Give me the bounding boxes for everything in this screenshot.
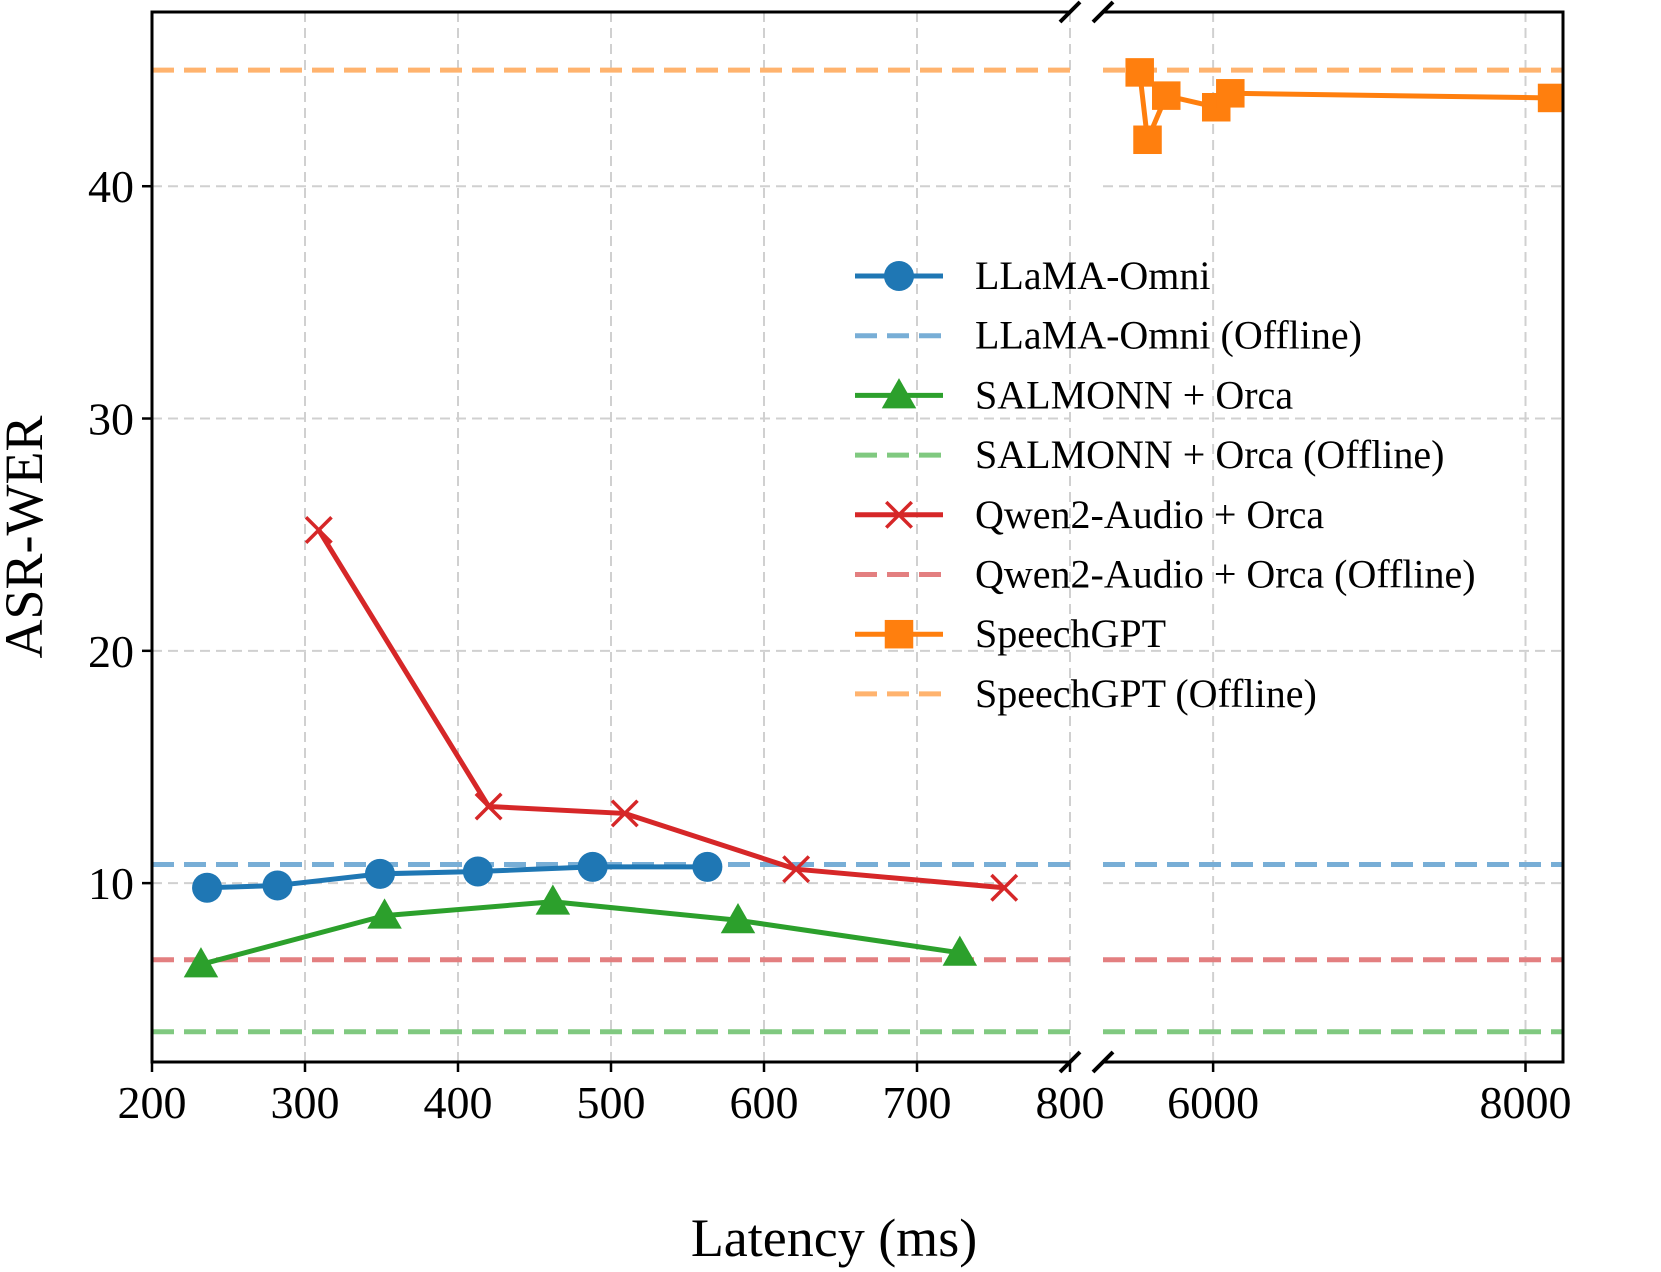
axis-break-mark bbox=[1091, 1050, 1115, 1074]
legend-label: Qwen2-Audio + Orca (Offline) bbox=[975, 552, 1476, 597]
legend-item: SpeechGPT bbox=[855, 611, 1166, 656]
x-tick-label: 200 bbox=[118, 1077, 187, 1128]
legend-item: LLaMA-Omni (Offline) bbox=[855, 313, 1362, 358]
legend-marker bbox=[881, 378, 917, 409]
right-axes-frame bbox=[1103, 10, 1565, 1064]
data-point bbox=[990, 873, 1019, 902]
y-tick-label: 40 bbox=[88, 161, 134, 212]
x-tick-label: 500 bbox=[577, 1077, 646, 1128]
x-tick-label: 600 bbox=[730, 1077, 799, 1128]
y-axis-label: ASR-WER bbox=[0, 416, 54, 659]
x-tick-label: 700 bbox=[883, 1077, 952, 1128]
legend-marker bbox=[885, 500, 913, 529]
legend-marker bbox=[884, 261, 914, 291]
x-tick-label: 6000 bbox=[1167, 1077, 1259, 1128]
legend-marker bbox=[884, 619, 914, 649]
legend-label: SALMONN + Orca bbox=[975, 372, 1293, 417]
data-point bbox=[367, 898, 402, 929]
y-tick-label: 20 bbox=[88, 626, 134, 677]
legend-item: SALMONN + Orca (Offline) bbox=[855, 432, 1445, 477]
x-tick-label: 400 bbox=[424, 1077, 493, 1128]
data-point bbox=[183, 947, 219, 978]
legend-item: Qwen2-Audio + Orca (Offline) bbox=[855, 552, 1476, 597]
legend-item: Qwen2-Audio + Orca bbox=[855, 492, 1324, 537]
legend: LLaMA-Omni LLaMA-Omni (Offline) SALMONN + … bbox=[855, 253, 1476, 716]
data-point bbox=[1133, 125, 1162, 155]
legend-label: LLaMA-Omni bbox=[975, 253, 1211, 298]
data-point bbox=[262, 870, 293, 901]
tick-labels: 200 300 400 500 600 700 800 6000 8000 10 20 30 40 bbox=[88, 161, 1572, 1128]
x-tick-label: 8000 bbox=[1480, 1077, 1572, 1128]
data-point bbox=[535, 884, 571, 915]
data-point bbox=[192, 872, 223, 903]
x-tick-label: 300 bbox=[271, 1077, 340, 1128]
x-tick-label: 800 bbox=[1036, 1077, 1105, 1128]
data-point bbox=[1152, 81, 1181, 110]
legend-item: SALMONN + Orca bbox=[855, 372, 1293, 417]
legend-label: SALMONN + Orca (Offline) bbox=[975, 432, 1445, 477]
data-point bbox=[720, 903, 756, 934]
series-salmonn-orca bbox=[183, 884, 978, 978]
data-point bbox=[692, 851, 723, 882]
offline-reference-lines bbox=[152, 67, 1563, 1035]
legend-item: SpeechGPT (Offline) bbox=[855, 671, 1317, 716]
data-point bbox=[1125, 58, 1154, 87]
series-qwen2-audio-orca bbox=[304, 516, 1019, 902]
legend-label: SpeechGPT bbox=[975, 611, 1166, 656]
legend-label: SpeechGPT (Offline) bbox=[975, 671, 1317, 716]
axes bbox=[142, 0, 1565, 1074]
data-point bbox=[610, 799, 639, 828]
series-llama-omni bbox=[192, 851, 723, 903]
legend-label: Qwen2-Audio + Orca bbox=[975, 492, 1324, 537]
y-tick-label: 10 bbox=[88, 858, 134, 909]
left-axes-frame bbox=[150, 10, 1070, 1064]
legend-item: LLaMA-Omni bbox=[855, 253, 1211, 298]
legend-label: LLaMA-Omni (Offline) bbox=[975, 313, 1362, 358]
data-point bbox=[474, 792, 503, 821]
data-point bbox=[782, 855, 811, 884]
data-point bbox=[304, 516, 333, 545]
axis-break-mark bbox=[1058, 1050, 1082, 1074]
axis-break-mark bbox=[1091, 0, 1115, 24]
data-point bbox=[462, 856, 493, 887]
series-speechgpt bbox=[1125, 58, 1563, 155]
data-point bbox=[1216, 79, 1245, 108]
x-axis-label: Latency (ms) bbox=[691, 1208, 977, 1268]
data-point bbox=[577, 851, 608, 882]
y-tick-label: 30 bbox=[88, 394, 134, 445]
data-point bbox=[364, 858, 395, 889]
data-series bbox=[183, 58, 1563, 978]
data-point bbox=[942, 935, 978, 966]
axis-break-mark bbox=[1058, 0, 1082, 24]
data-point bbox=[1537, 83, 1563, 113]
